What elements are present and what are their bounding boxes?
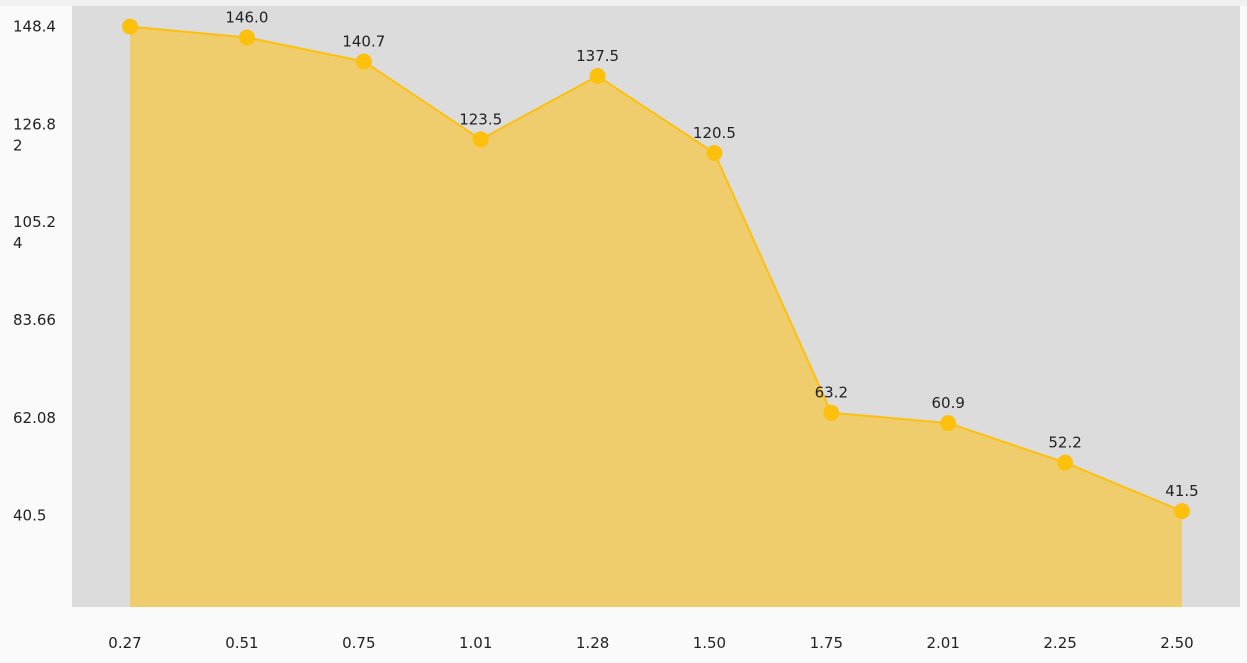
data-point-5[interactable] <box>706 145 723 161</box>
y-tick-label-5: 40.5 <box>13 507 46 525</box>
x-tick-label-3: 1.01 <box>459 634 492 652</box>
chart-svg: 146.0 140.7 123.5 137.5 120.5 63.2 60.9 52.2 41.… <box>13 6 1240 652</box>
x-tick-label-0: 0.27 <box>108 634 141 652</box>
x-tick-label-6: 1.75 <box>810 634 843 652</box>
data-label-1: 146.0 <box>225 9 268 27</box>
x-tick-label-5: 1.50 <box>693 634 726 652</box>
data-label-8: 52.2 <box>1048 434 1081 452</box>
series-line <box>129 25 1183 513</box>
data-label-4: 137.5 <box>576 47 619 65</box>
data-point-9[interactable] <box>1174 503 1190 520</box>
y-tick-label-3: 83.66 <box>13 311 56 329</box>
line-layer <box>129 25 1183 513</box>
x-tick-label-2: 0.75 <box>342 634 375 652</box>
data-point-3[interactable] <box>472 131 489 148</box>
data-label-5: 120.5 <box>693 124 736 142</box>
x-tick-label-8: 2.25 <box>1043 634 1076 652</box>
y-tick-label-1: 126.8 2 <box>13 115 56 154</box>
area-layer <box>130 26 1182 608</box>
data-label-9: 41.5 <box>1165 482 1198 500</box>
data-point-1[interactable] <box>238 29 255 46</box>
y-tick-label-2: 105.2 4 <box>13 213 56 252</box>
y-tick-label-0: 148.4 <box>13 18 56 36</box>
x-tick-label-4: 1.28 <box>576 634 609 652</box>
data-point-6[interactable] <box>823 404 840 421</box>
data-point-2[interactable] <box>355 53 372 70</box>
data-point-7[interactable] <box>940 415 957 432</box>
x-tick-label-1: 0.51 <box>225 634 258 652</box>
x-tick-label-7: 2.01 <box>926 634 959 652</box>
x-tick-label-9: 2.50 <box>1160 634 1193 652</box>
series-area <box>130 26 1182 608</box>
data-label-6: 63.2 <box>815 384 848 402</box>
y-axis-ticks: 148.4 126.8 2 105.2 4 83.66 62.08 40.5 <box>13 18 56 525</box>
point-layer <box>122 18 1190 520</box>
data-label-3: 123.5 <box>459 110 502 128</box>
top-divider <box>0 0 1247 6</box>
data-point-0[interactable] <box>122 18 138 35</box>
data-label-layer: 146.0 140.7 123.5 137.5 120.5 63.2 60.9 52.2 41.… <box>225 9 1198 501</box>
data-point-4[interactable] <box>589 68 606 84</box>
data-label-7: 60.9 <box>931 394 964 412</box>
y-tick-label-4: 62.08 <box>13 409 56 427</box>
data-label-2: 140.7 <box>342 33 385 51</box>
data-point-8[interactable] <box>1057 454 1074 471</box>
x-axis-ticks: 0.27 0.51 0.75 1.01 1.28 1.50 1.75 2.01 2.25 2.50 <box>108 634 1193 652</box>
